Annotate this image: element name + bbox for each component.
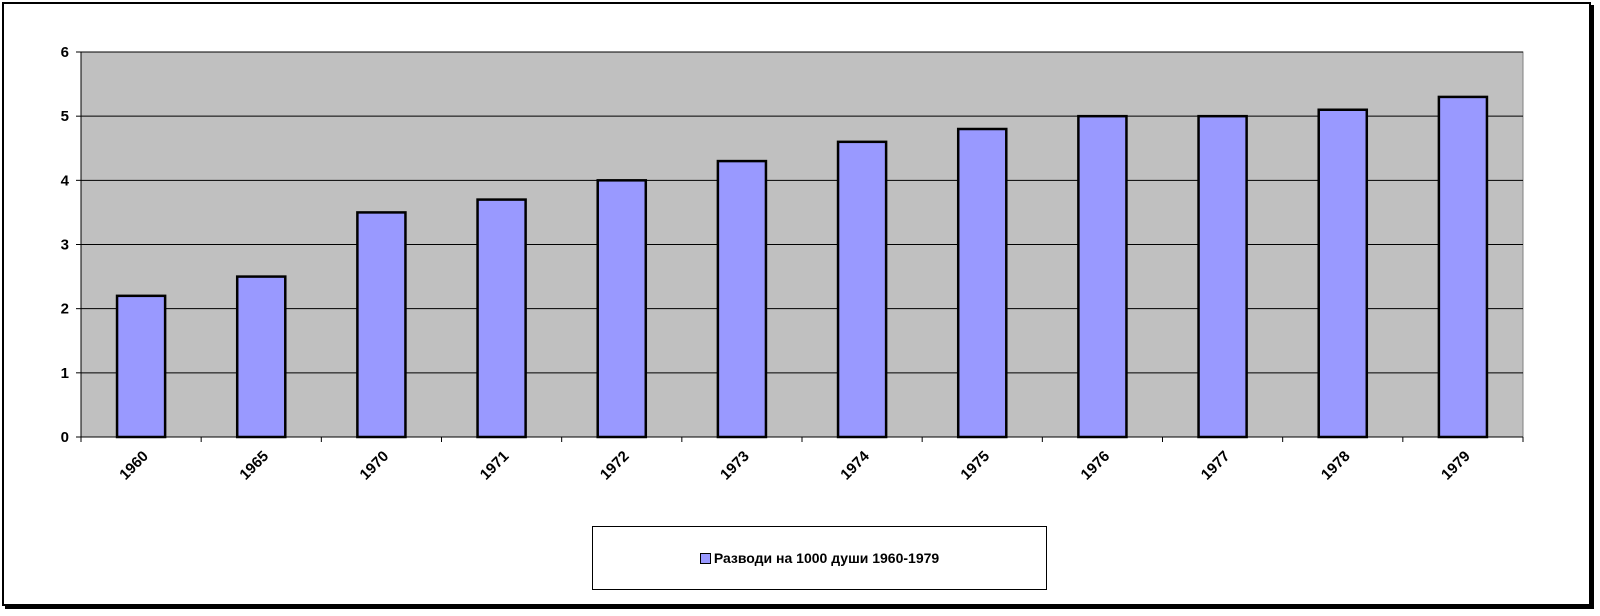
- bars: [115, 95, 1489, 439]
- x-tick-label: 1979: [1438, 448, 1474, 484]
- legend-swatch: [699, 552, 711, 564]
- bar-1979: [1437, 95, 1489, 439]
- x-tick-label: 1974: [837, 447, 873, 483]
- x-tick-label: 1971: [477, 448, 513, 484]
- x-tick-label: 1976: [1078, 448, 1114, 484]
- y-tick-label: 2: [61, 301, 69, 318]
- legend: Разводи на 1000 души 1960-1979: [592, 526, 1047, 590]
- x-tick-label: 1965: [236, 448, 272, 484]
- bar-1960: [115, 294, 167, 439]
- bar-chart: 0 1 2 3 4 5 6 1960 1965 1970 1971 1972 1973 1974 1975…: [61, 44, 1524, 484]
- y-tick-label: 1: [61, 365, 69, 382]
- x-tick-label: 1960: [116, 448, 152, 484]
- x-tick-label: 1970: [357, 448, 393, 484]
- y-tick-label: 3: [61, 237, 69, 254]
- bar-1975: [956, 127, 1008, 439]
- gridlines: [81, 51, 1523, 374]
- x-axis: 1960 1965 1970 1971 1972 1973 1974 1975 1976 1977…: [80, 436, 1524, 484]
- bar-1977: [1197, 114, 1248, 439]
- chart-frame: 0 1 2 3 4 5 6 1960 1965 1970 1971 1972 1973 1974 1975…: [2, 2, 1591, 606]
- bar-1978: [1317, 108, 1369, 439]
- bar-1976: [1077, 114, 1128, 439]
- bar-1970: [356, 211, 407, 439]
- y-tick-label: 5: [61, 108, 69, 125]
- x-tick-label: 1975: [957, 448, 993, 484]
- bar-1965: [235, 275, 287, 439]
- bar-1972: [596, 179, 648, 439]
- x-tick-label: 1978: [1318, 448, 1354, 484]
- bar-1971: [476, 198, 527, 439]
- x-tick-label: 1977: [1198, 448, 1234, 484]
- y-tick-label: 0: [61, 429, 69, 446]
- y-tick-label: 6: [61, 44, 69, 61]
- bar-1974: [836, 140, 888, 439]
- x-tick-label: 1973: [717, 448, 753, 484]
- y-axis: 0 1 2 3 4 5 6: [61, 44, 82, 446]
- bar-1973: [716, 159, 768, 439]
- y-tick-label: 4: [61, 172, 70, 189]
- legend-label: Разводи на 1000 души 1960-1979: [713, 550, 940, 566]
- x-tick-label: 1972: [597, 448, 633, 484]
